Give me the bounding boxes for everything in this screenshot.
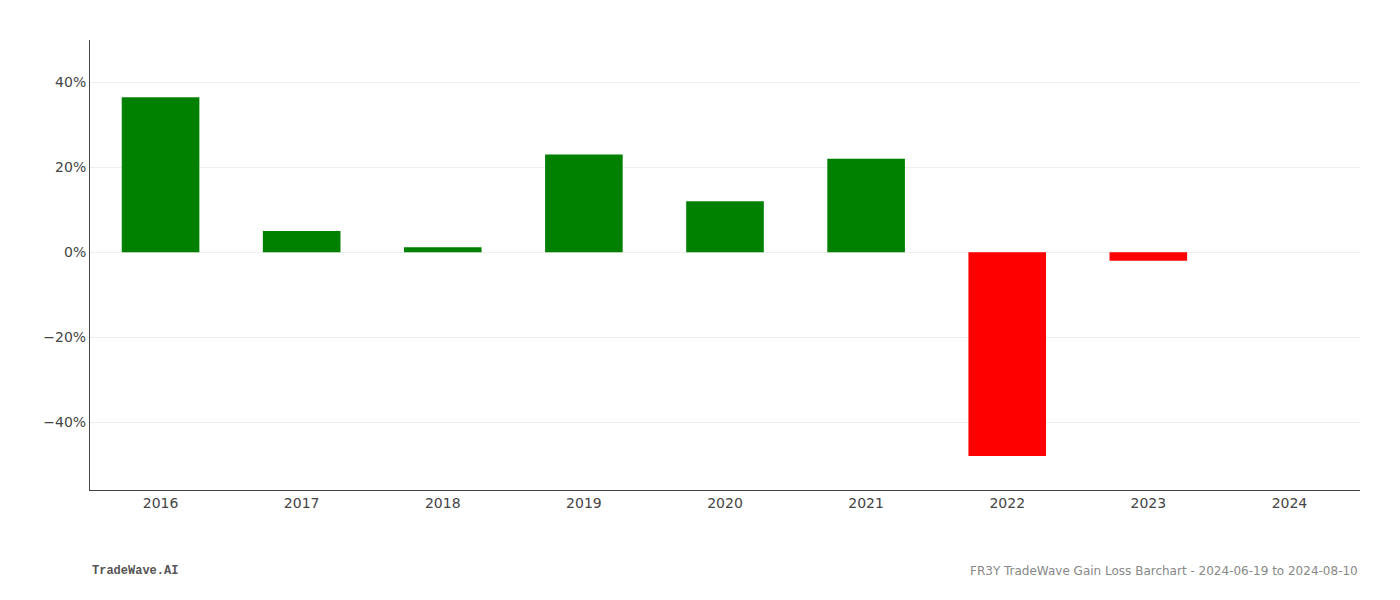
svg-text:20%: 20%: [55, 159, 86, 175]
svg-text:2017: 2017: [284, 495, 320, 511]
svg-text:FR3Y TradeWave Gain Loss Barch: FR3Y TradeWave Gain Loss Barchart - 2024…: [970, 564, 1358, 578]
svg-text:2020: 2020: [707, 495, 743, 511]
svg-text:2018: 2018: [425, 495, 461, 511]
svg-text:2024: 2024: [1272, 495, 1308, 511]
svg-text:40%: 40%: [55, 74, 86, 90]
svg-text:2023: 2023: [1131, 495, 1167, 511]
svg-text:−40%: −40%: [43, 414, 86, 430]
svg-text:2019: 2019: [566, 495, 602, 511]
svg-text:2022: 2022: [989, 495, 1025, 511]
svg-text:TradeWave.AI: TradeWave.AI: [92, 564, 178, 578]
svg-text:−20%: −20%: [43, 329, 86, 345]
svg-text:0%: 0%: [64, 244, 86, 260]
svg-text:2016: 2016: [143, 495, 179, 511]
svg-text:2021: 2021: [848, 495, 884, 511]
